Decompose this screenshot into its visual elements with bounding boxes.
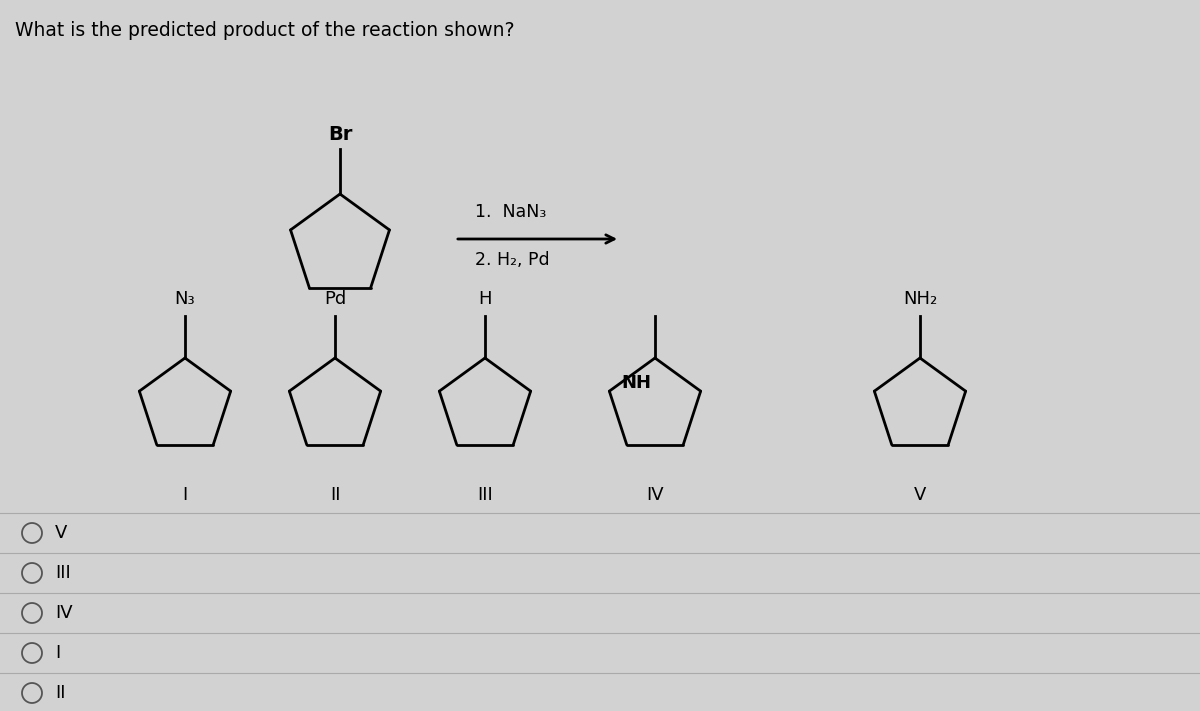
Text: 1.  NaN₃: 1. NaN₃ [475,203,546,221]
Text: V: V [914,486,926,504]
Text: Pd: Pd [324,290,346,308]
Text: NH: NH [622,374,652,392]
Text: V: V [55,524,67,542]
Text: IV: IV [55,604,73,622]
Text: III: III [478,486,493,504]
Text: What is the predicted product of the reaction shown?: What is the predicted product of the rea… [14,21,515,40]
Text: Br: Br [328,125,352,144]
Text: II: II [55,684,66,702]
Text: N₃: N₃ [175,290,196,308]
Text: I: I [55,644,60,662]
Text: II: II [330,486,341,504]
Text: I: I [182,486,187,504]
Text: NH₂: NH₂ [902,290,937,308]
Text: III: III [55,564,71,582]
Text: IV: IV [646,486,664,504]
Text: H: H [479,290,492,308]
Text: 2. H₂, Pd: 2. H₂, Pd [475,251,550,269]
